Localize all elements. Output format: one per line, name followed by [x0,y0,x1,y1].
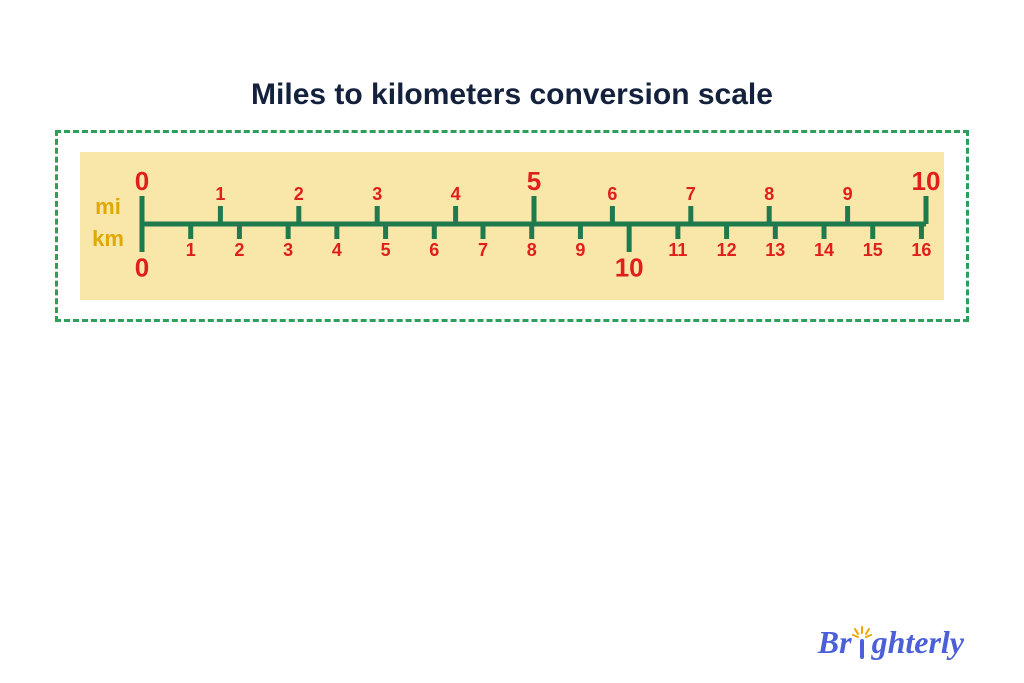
km-tick-label: 2 [234,240,244,260]
mi-tick-label: 3 [372,184,382,204]
brighterly-logo: Br ghterly [818,624,964,661]
km-tick-label: 12 [717,240,737,260]
km-tick-label: 16 [911,240,931,260]
km-tick-label: 7 [478,240,488,260]
km-tick-label: 4 [332,240,342,260]
km-tick-label: 15 [863,240,883,260]
km-tick-label: 11 [668,240,687,260]
km-tick-label: 14 [814,240,834,260]
mi-tick-label: 1 [215,184,225,204]
mi-label: mi [95,194,121,219]
logo-text-pre: Br [818,624,852,660]
km-label: km [92,226,124,251]
mi-tick-label: 10 [912,166,941,196]
km-tick-label: 5 [381,240,391,260]
mi-tick-label: 4 [451,184,461,204]
conversion-scale: mikm012345678910012345678910111213141516 [80,152,944,300]
mi-tick-label: 8 [764,184,774,204]
mi-tick-label: 0 [135,166,149,196]
mi-tick-label: 2 [294,184,304,204]
km-tick-label: 6 [429,240,439,260]
km-tick-label: 0 [135,253,149,283]
km-tick-label: 1 [186,240,196,260]
km-tick-label: 13 [765,240,785,260]
page-title: Miles to kilometers conversion scale [0,78,1024,112]
mi-tick-label: 7 [686,184,696,204]
km-tick-label: 9 [575,240,585,260]
sun-icon [852,624,872,661]
km-tick-label: 8 [527,240,537,260]
mi-tick-label: 6 [607,184,617,204]
km-tick-label: 3 [283,240,293,260]
mi-tick-label: 5 [527,166,541,196]
mi-tick-label: 9 [843,184,853,204]
km-tick-label: 10 [615,253,644,283]
logo-text-post: ghterly [872,624,964,660]
scale-panel: mikm012345678910012345678910111213141516 [80,152,944,300]
